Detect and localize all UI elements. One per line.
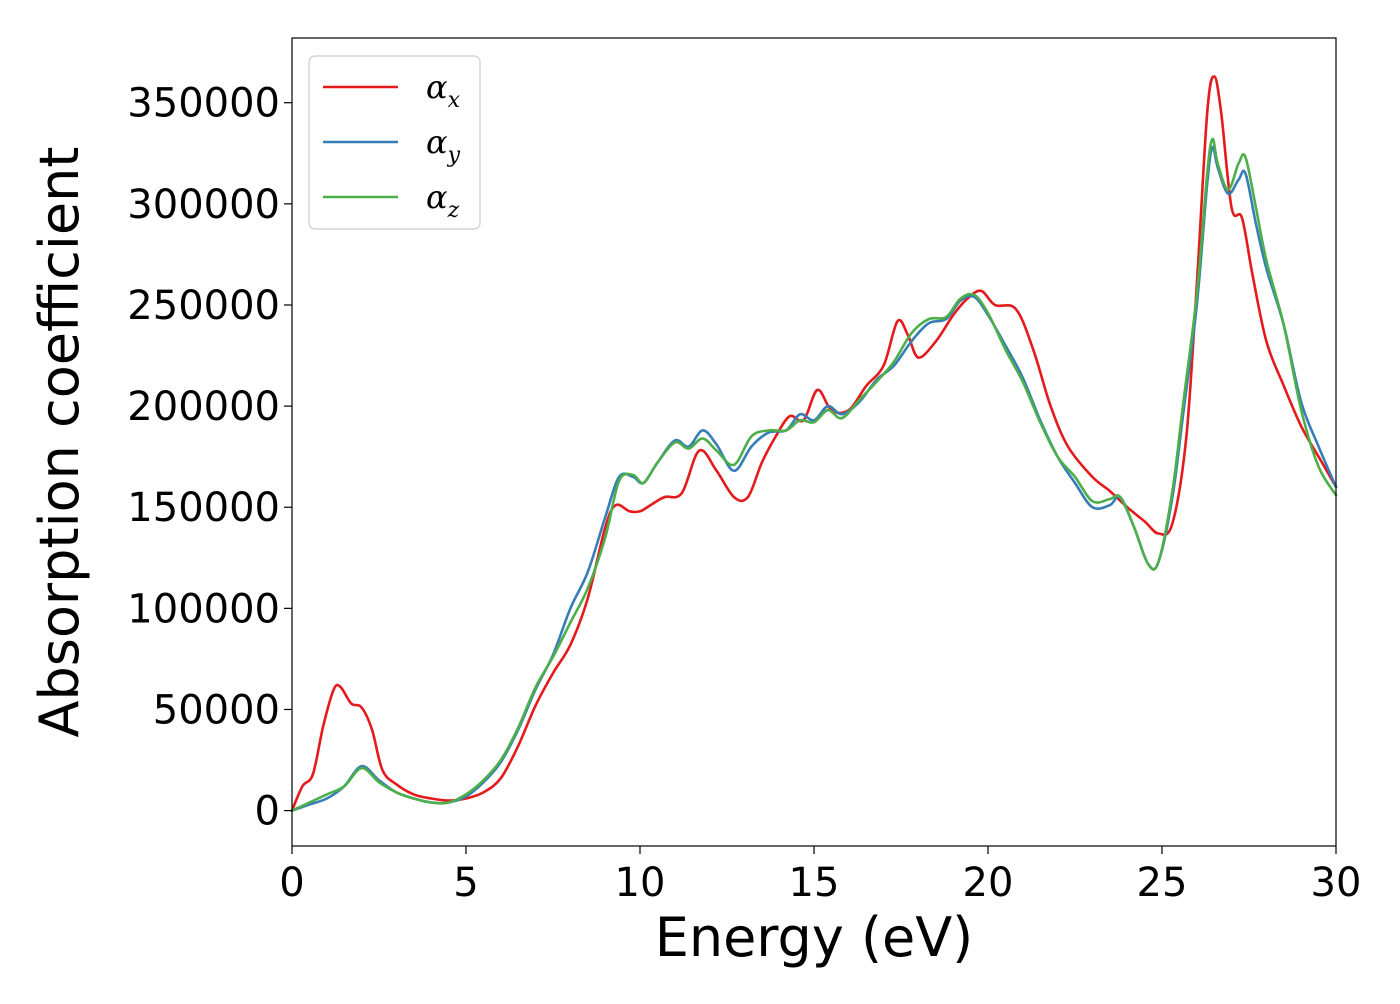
x-tick-label: 0 — [279, 860, 304, 906]
y-tick-label: 250000 — [127, 283, 280, 329]
x-tick-label: 25 — [1137, 860, 1188, 906]
y-axis-title: Absorption coefficient — [28, 147, 91, 738]
y-axis: 0 50000 100000 150000 200000 250000 300000 3500… — [127, 81, 292, 835]
x-tick-label: 15 — [789, 860, 840, 906]
series-layer — [290, 75, 1338, 812]
x-tick-label: 5 — [453, 860, 478, 906]
x-tick-label: 10 — [615, 860, 666, 906]
x-tick-label: 20 — [963, 860, 1014, 906]
y-tick-label: 350000 — [127, 81, 280, 127]
x-axis-title: Energy (eV) — [655, 906, 974, 969]
y-tick-label: 100000 — [127, 586, 280, 632]
y-tick-label: 50000 — [153, 687, 280, 733]
y-tick-label: 150000 — [127, 485, 280, 531]
x-axis: 0 5 10 15 20 25 30 — [279, 846, 1361, 906]
x-tick-label: 30 — [1311, 860, 1362, 906]
y-tick-label: 300000 — [127, 182, 280, 228]
y-tick-label: 0 — [255, 789, 280, 835]
series-line-alpha-z — [290, 137, 1338, 812]
legend-label-alpha-y: αy — [426, 123, 461, 168]
y-tick-label: 200000 — [127, 384, 280, 430]
